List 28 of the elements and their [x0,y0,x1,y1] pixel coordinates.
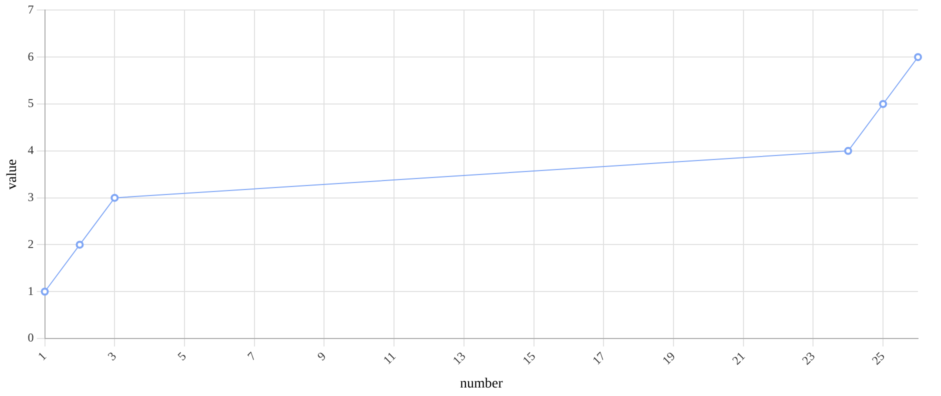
x-tick-label: 25 [869,349,888,368]
x-tick-label: 13 [450,349,468,368]
point [914,53,922,62]
x-tick-label: 11 [380,349,398,368]
x-tick-label: 17 [590,349,608,368]
x-tick-label: 21 [729,349,748,368]
x-tick-label: 9 [314,349,329,364]
point [76,240,84,249]
x-tick-label: 23 [799,349,818,368]
x-tick-label: 3 [104,349,120,364]
x-axis-title: number [460,376,504,392]
y-tick-label: 6 [28,49,34,64]
point [110,194,119,202]
x-tick-label: 15 [520,349,538,368]
y-tick-label: 2 [28,236,34,251]
y-tick-label: 0 [28,330,34,345]
x-tick-label: 5 [174,349,189,364]
y-tick-label: 4 [28,143,34,158]
y-tick-label: 3 [28,190,34,204]
y-axis-title: value [5,159,20,190]
y-tick-label: 1 [28,284,34,298]
point [879,100,888,108]
point [844,146,852,155]
x-tick-label: 7 [244,349,259,364]
point [40,288,49,296]
x-tick-label: 19 [659,349,678,368]
y-tick-label: 7 [28,2,34,16]
y-tick-label: 5 [28,96,34,110]
